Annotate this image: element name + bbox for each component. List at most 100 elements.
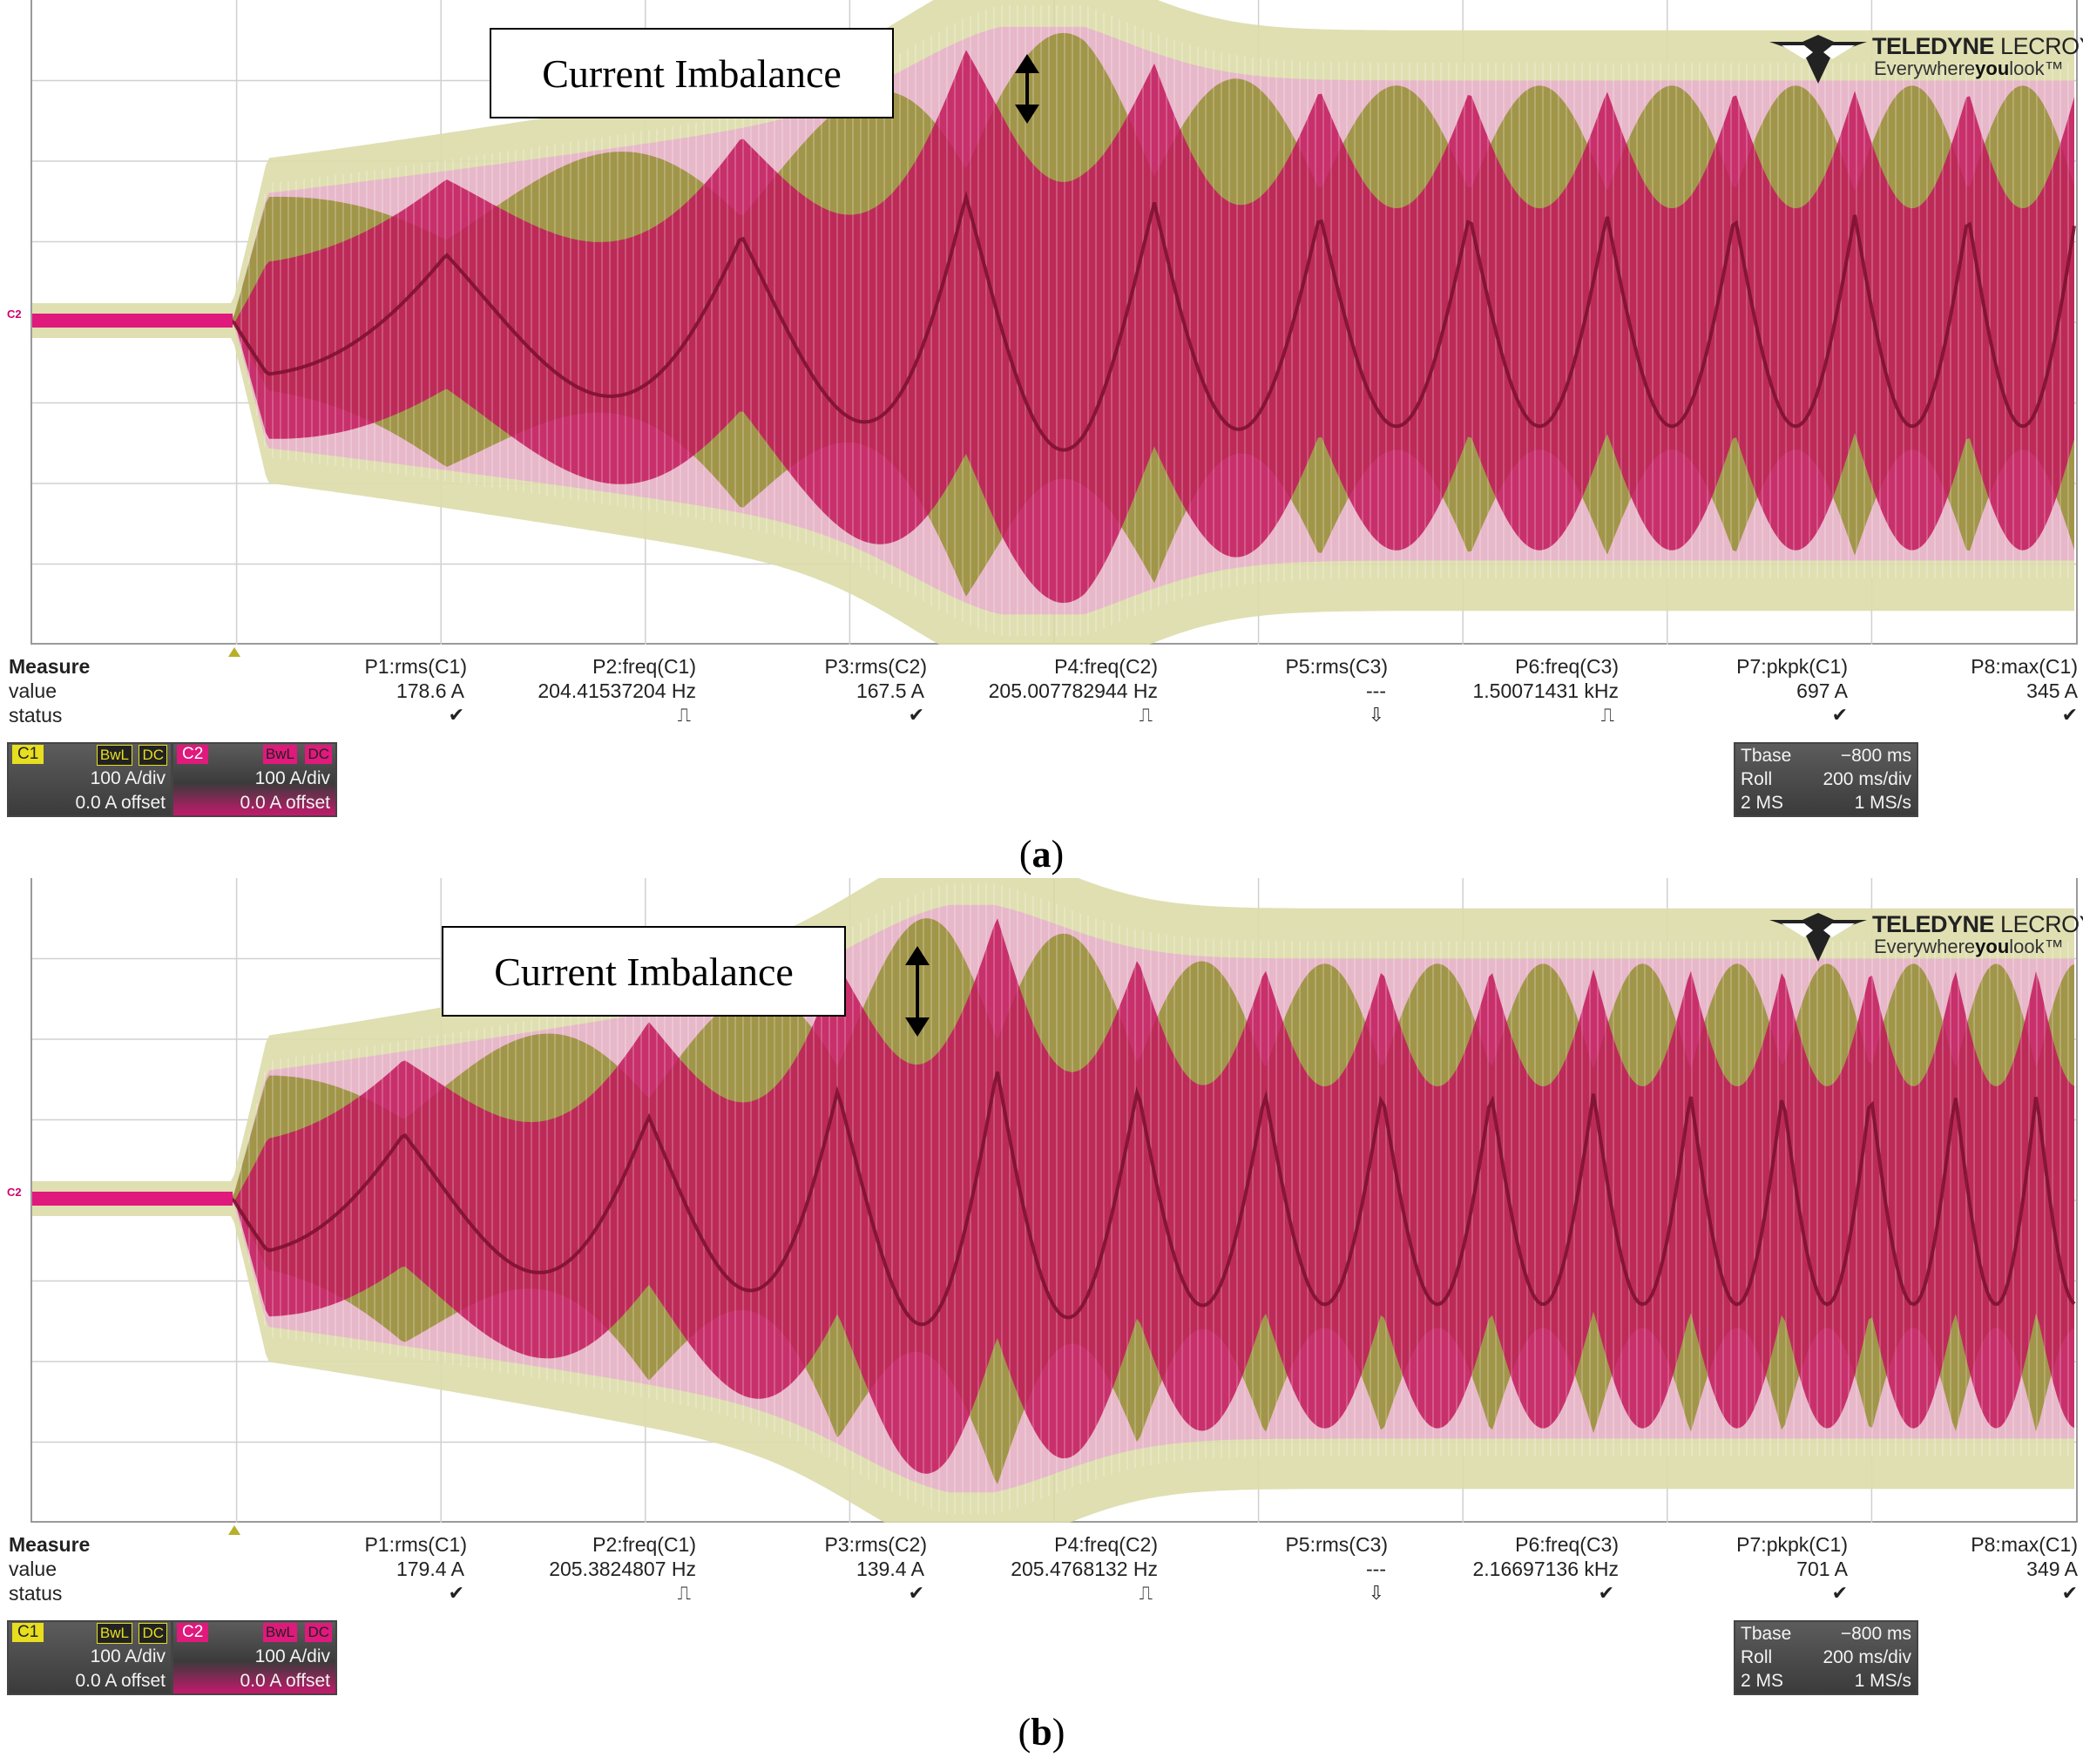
c2-offset: 0.0 A offset bbox=[240, 793, 330, 813]
measure-value-p5: --- bbox=[1366, 1558, 1386, 1580]
lecroy-logo-icon bbox=[1769, 913, 1867, 962]
teledyne-lecroy-logo: TELEDYNE LECROY Everywhereyoulook™ bbox=[1769, 33, 2083, 85]
arrow-head-up bbox=[1015, 54, 1039, 73]
channel-c1-descriptor[interactable]: C1 BwL DC 100 A/div 0.0 A offset bbox=[7, 742, 172, 817]
logo-tagline-pre: Everywhere bbox=[1874, 936, 1976, 957]
logo-tm: ™ bbox=[2044, 936, 2064, 957]
c2-bwl-badge: BwL bbox=[262, 745, 297, 764]
trigger-marker[interactable] bbox=[228, 1525, 240, 1535]
measure-param-p6[interactable]: P6:freq(C3) bbox=[1515, 655, 1619, 678]
measure-value-p2: 204.41537204 Hz bbox=[538, 679, 696, 702]
c1-dc-badge: DC bbox=[139, 745, 167, 766]
measure-status-p2: ⎍ bbox=[677, 704, 691, 726]
measure-param-p7[interactable]: P7:pkpk(C1) bbox=[1736, 655, 1848, 678]
measure-param-p5[interactable]: P5:rms(C3) bbox=[1285, 655, 1388, 678]
c1-scale: 100 A/div bbox=[90, 768, 166, 788]
caption-letter: b bbox=[1031, 1711, 1052, 1754]
c2-trace-marker[interactable]: C2 bbox=[7, 308, 22, 321]
measure-status-p6: ✔ bbox=[1598, 1582, 1614, 1604]
logo-tm: ™ bbox=[2044, 57, 2064, 79]
status-row-label: status bbox=[9, 1582, 63, 1605]
pre-trigger-trace bbox=[32, 1192, 233, 1206]
beat-crossing-trace bbox=[32, 1071, 2076, 1327]
tbase-value: −800 ms bbox=[1840, 1624, 1911, 1644]
measure-param-p7[interactable]: P7:pkpk(C1) bbox=[1736, 1533, 1848, 1556]
measure-status-p8: ✔ bbox=[2061, 704, 2078, 726]
measure-status-p5: ⇩ bbox=[1368, 704, 1384, 726]
measure-header: Measure bbox=[9, 655, 91, 678]
channel-c2-descriptor[interactable]: C2 BwL DC 100 A/div 0.0 A offset bbox=[172, 742, 337, 817]
cycle-hatching bbox=[240, 882, 2069, 1515]
logo-tagline-bold: you bbox=[1975, 936, 2010, 957]
measure-status-p4: ⎍ bbox=[1139, 704, 1153, 726]
tbase-mode: Roll bbox=[1741, 769, 1773, 789]
measure-param-p5[interactable]: P5:rms(C3) bbox=[1285, 1533, 1388, 1556]
logo-tagline-post: look bbox=[2009, 57, 2045, 79]
tbase-mode: Roll bbox=[1741, 1647, 1773, 1667]
measure-param-p2[interactable]: P2:freq(C1) bbox=[592, 655, 696, 678]
measure-value-p8: 349 A bbox=[2026, 1558, 2078, 1580]
measure-param-p8[interactable]: P8:max(C1) bbox=[1971, 655, 2078, 678]
timebase-descriptor[interactable]: Tbase −800 ms Roll 200 ms/div 2 MS 1 MS/… bbox=[1734, 1620, 1918, 1695]
arrow-head-down bbox=[905, 1017, 930, 1037]
value-row-label: value bbox=[9, 1558, 57, 1580]
tbase-sample-rate: 1 MS/s bbox=[1854, 793, 1911, 813]
measure-value-p7: 697 A bbox=[1796, 679, 1848, 702]
measure-param-p6[interactable]: P6:freq(C3) bbox=[1515, 1533, 1619, 1556]
c2-offset: 0.0 A offset bbox=[240, 1671, 330, 1691]
channel-c2-descriptor[interactable]: C2 BwL DC 100 A/div 0.0 A offset bbox=[172, 1620, 337, 1695]
measure-param-p3[interactable]: P3:rms(C2) bbox=[824, 1533, 927, 1556]
tbase-samples: 2 MS bbox=[1741, 1671, 1784, 1691]
c2-scale: 100 A/div bbox=[254, 1646, 330, 1666]
c2-tag: C2 bbox=[177, 1623, 209, 1642]
measure-status-p2: ⎍ bbox=[677, 1582, 691, 1604]
timebase-descriptor[interactable]: Tbase −800 ms Roll 200 ms/div 2 MS 1 MS/… bbox=[1734, 742, 1918, 817]
c1-tag: C1 bbox=[12, 745, 44, 764]
measure-param-p2[interactable]: P2:freq(C1) bbox=[592, 1533, 696, 1556]
logo-tagline-bold: you bbox=[1975, 57, 2010, 79]
measure-table: Measure value status P1:rms(C1) 179.4 A … bbox=[0, 1533, 2083, 1612]
measure-param-p3[interactable]: P3:rms(C2) bbox=[824, 655, 927, 678]
tbase-time-per-div: 200 ms/div bbox=[1823, 1647, 1911, 1667]
logo-tagline-post: look bbox=[2009, 936, 2045, 957]
tbase-label: Tbase bbox=[1741, 1624, 1792, 1644]
waveform-display[interactable]: Current Imbalance TELEDYNE LECROY Everyw… bbox=[30, 0, 2083, 645]
measure-value-p3: 139.4 A bbox=[856, 1558, 924, 1580]
measure-status-p3: ✔ bbox=[908, 704, 924, 726]
measure-value-p6: 1.50071431 kHz bbox=[1472, 679, 1619, 702]
status-row-label: status bbox=[9, 704, 63, 727]
c1-dc-badge: DC bbox=[139, 1623, 167, 1644]
measure-status-p8: ✔ bbox=[2061, 1582, 2078, 1604]
c2-trace bbox=[32, 918, 2074, 1474]
waveform-display[interactable]: Current Imbalance TELEDYNE LECROY Everyw… bbox=[30, 878, 2083, 1523]
trigger-marker[interactable] bbox=[228, 647, 240, 657]
figure-caption-a: (a) bbox=[1018, 833, 1065, 875]
measure-param-p8[interactable]: P8:max(C1) bbox=[1971, 1533, 2078, 1556]
c1-scale: 100 A/div bbox=[90, 1646, 166, 1666]
logo-brand-bold: TELEDYNE bbox=[1872, 911, 1995, 937]
figure-caption-b: (b) bbox=[1018, 1711, 1065, 1754]
measure-param-p1[interactable]: P1:rms(C1) bbox=[364, 1533, 467, 1556]
caption-letter: a bbox=[1031, 833, 1052, 875]
imbalance-arrow-icon bbox=[1015, 54, 1039, 124]
measure-status-p4: ⎍ bbox=[1139, 1582, 1153, 1604]
c2-trace-marker[interactable]: C2 bbox=[7, 1186, 22, 1199]
imbalance-arrow-icon bbox=[905, 946, 930, 1037]
measure-param-p1[interactable]: P1:rms(C1) bbox=[364, 655, 467, 678]
measure-value-p2: 205.3824807 Hz bbox=[549, 1558, 696, 1580]
c1-offset: 0.0 A offset bbox=[75, 793, 166, 813]
beat-crossing-trace bbox=[32, 190, 2076, 452]
c2-bwl-badge: BwL bbox=[262, 1623, 297, 1642]
pre-trigger-trace bbox=[32, 314, 233, 328]
tbase-label: Tbase bbox=[1741, 746, 1792, 766]
measure-param-p4[interactable]: P4:freq(C2) bbox=[1054, 1533, 1158, 1556]
c2-dc-badge: DC bbox=[305, 1623, 332, 1642]
measure-value-p4: 205.4768132 Hz bbox=[1011, 1558, 1158, 1580]
measure-status-p7: ✔ bbox=[1831, 1582, 1848, 1604]
channel-c1-descriptor[interactable]: C1 BwL DC 100 A/div 0.0 A offset bbox=[7, 1620, 172, 1695]
measure-status-p7: ✔ bbox=[1831, 704, 1848, 726]
logo-brand-light: LECROY bbox=[2000, 33, 2083, 59]
measure-status-p3: ✔ bbox=[908, 1582, 924, 1604]
measure-param-p4[interactable]: P4:freq(C2) bbox=[1054, 655, 1158, 678]
measure-status-p5: ⇩ bbox=[1368, 1582, 1384, 1604]
